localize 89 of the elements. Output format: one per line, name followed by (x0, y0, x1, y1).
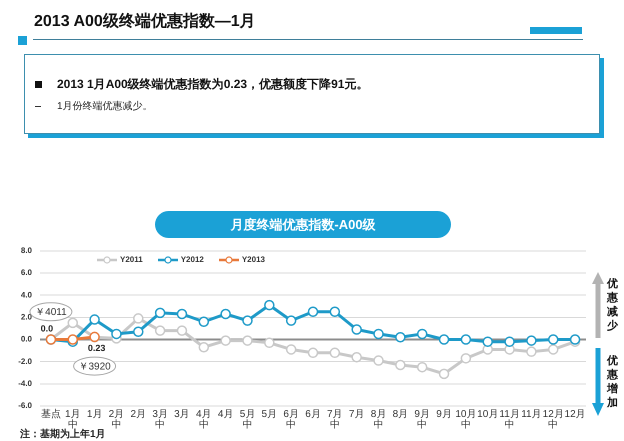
point (264, 338, 275, 348)
x-tick-label: 10月中 (455, 409, 476, 430)
point (286, 315, 296, 326)
annotation: ￥3920 (78, 361, 112, 372)
point (68, 318, 78, 328)
point (438, 334, 450, 345)
point (330, 306, 340, 318)
point (330, 348, 340, 358)
point (111, 328, 122, 340)
x-tick-label: 6月中 (283, 409, 299, 430)
point (373, 355, 384, 366)
point (198, 316, 210, 327)
annotation: ￥4011 (35, 307, 68, 318)
point (351, 352, 362, 362)
y-tick-label: 4.0 (20, 290, 33, 300)
y-tick-label: -4.0 (18, 379, 33, 388)
point (351, 324, 362, 335)
y-tick-label: 8.0 (20, 246, 33, 256)
x-tick-label: 4月中 (196, 409, 212, 430)
point (154, 308, 166, 318)
point (242, 315, 253, 326)
point (286, 344, 296, 355)
x-tick-label: 7月中 (327, 409, 343, 430)
y-tick-label: 6.0 (20, 268, 33, 278)
point (395, 332, 406, 343)
point (220, 335, 231, 346)
point (176, 308, 188, 320)
point (133, 326, 144, 337)
x-tick-label: 4月 (218, 409, 234, 420)
x-tick-label: 12月中 (542, 409, 564, 430)
point (548, 334, 558, 345)
text: 优惠减少 (607, 277, 619, 333)
x-tick-label: 3月中 (152, 409, 168, 430)
point (176, 325, 188, 336)
point (460, 353, 472, 364)
point (220, 308, 231, 320)
point (416, 328, 428, 340)
point (504, 336, 515, 347)
point (548, 344, 558, 355)
legend-label: Y2013 (242, 254, 265, 265)
x-tick-label: 2月 (130, 409, 146, 420)
data-label: 0.0 (40, 323, 54, 334)
x-tick-label: 5月 (262, 409, 278, 420)
point (416, 362, 428, 372)
point (264, 300, 275, 310)
x-tick-label: 12月 (564, 409, 586, 420)
point (373, 328, 384, 340)
point (154, 325, 166, 336)
point (482, 336, 493, 347)
point (89, 314, 100, 325)
y-tick-label: 0.0 (20, 334, 33, 344)
point (308, 306, 318, 318)
x-tick-label: 10月 (477, 409, 498, 420)
legend-label: Y2012 (180, 254, 204, 265)
heading-pill: 月度终端优惠指数-A00级 (155, 211, 451, 238)
point (308, 348, 318, 358)
point (198, 342, 210, 352)
legend-label: Y2011 (120, 254, 143, 265)
point (438, 368, 450, 380)
y-tick-label: -6.0 (18, 401, 33, 410)
point (526, 346, 537, 357)
x-tick-label: 基点 (40, 408, 61, 420)
x-tick-label: 2月中 (108, 409, 124, 430)
x-tick-label: 8月中 (370, 409, 386, 430)
x-tick-label: 9月中 (414, 409, 430, 430)
text: 2013 1月A00级终端优惠指数为0.23，优惠额度下降91元。 (57, 76, 368, 92)
y-tick-label: 2.0 (20, 312, 33, 322)
chart-subtitle: 月度终端优惠指数-A00级 (230, 217, 376, 232)
text: 优惠增加 (607, 354, 619, 410)
text: 1月份终端优惠减少。 (57, 100, 153, 113)
chart-title: 2013 A00级终端优惠指数—1月 (34, 12, 256, 32)
x-tick-label: 1月中 (64, 409, 81, 430)
x-tick-label: 6月 (305, 409, 321, 420)
x-tick-label: 11月 (521, 409, 542, 420)
point (526, 335, 537, 346)
x-tick-label: 5月中 (240, 409, 256, 430)
point (460, 334, 472, 345)
x-tick-label: 7月 (348, 409, 364, 420)
x-tick-label: 3月 (174, 409, 190, 420)
point (242, 335, 253, 346)
x-tick-label: 1月 (86, 409, 102, 420)
point (133, 313, 144, 324)
data-label: 0.23 (88, 342, 106, 353)
x-tick-label: 11月中 (499, 409, 520, 430)
x-tick-label: 8月 (392, 409, 408, 420)
y-tick-label: -2.0 (18, 356, 33, 366)
x-tick-label: 9月 (436, 409, 452, 420)
text: 注：基期为上年1月 (20, 429, 106, 440)
point (395, 360, 406, 370)
